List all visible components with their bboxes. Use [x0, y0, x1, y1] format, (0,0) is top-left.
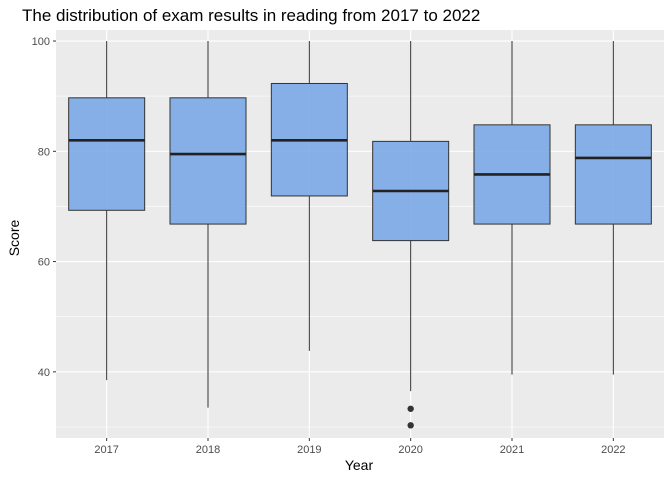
minor-gridlines [56, 95, 664, 428]
outlier-point [407, 422, 414, 429]
box-2020 [372, 41, 450, 429]
x-axis-title: Year [345, 457, 374, 473]
y-tick-label: 60 [38, 257, 50, 269]
y-tick-label: 80 [38, 146, 50, 158]
y-tick-label: 100 [32, 36, 50, 48]
x-axis-ticks: 2017 2018 2019 2020 2021 2022 [94, 438, 626, 456]
y-tick-label: 40 [38, 367, 50, 379]
iqr-box [68, 97, 146, 211]
iqr-box [169, 97, 247, 225]
chart-title: The distribution of exam results in read… [22, 6, 480, 25]
y-axis-title: Score [6, 220, 22, 257]
x-tick-label: 2020 [398, 444, 422, 456]
box-2021 [473, 41, 551, 375]
x-tick-label: 2021 [500, 444, 524, 456]
plot-panel [56, 30, 664, 438]
x-tick-label: 2019 [297, 444, 321, 456]
y-axis-ticks: 40 60 80 100 [32, 36, 56, 379]
x-tick-label: 2018 [196, 444, 220, 456]
box-2022 [574, 41, 652, 375]
x-tick-label: 2022 [601, 444, 625, 456]
boxes-layer [68, 41, 652, 429]
x-tick-label: 2017 [94, 444, 118, 456]
box-2019 [270, 41, 348, 351]
box-2018 [169, 41, 247, 408]
box-2017 [68, 41, 146, 381]
iqr-box [574, 124, 652, 225]
outlier-point [407, 405, 414, 412]
